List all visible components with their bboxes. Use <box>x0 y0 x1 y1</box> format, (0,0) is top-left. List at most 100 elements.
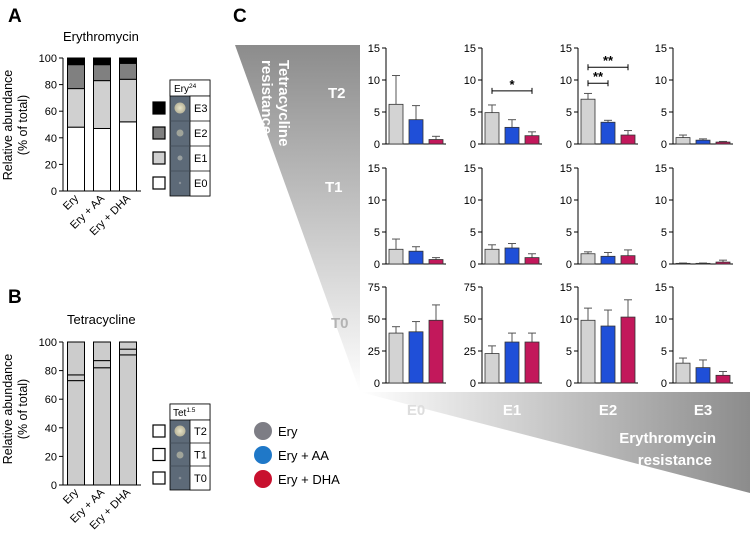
panel-b-letter: B <box>8 287 22 308</box>
tetracycline-label-line2: resistance <box>258 60 275 134</box>
bar-ery <box>675 137 691 145</box>
subplot-t2-e1: 0 5 10 15 * <box>464 43 542 151</box>
bar-ery-aa <box>504 126 520 145</box>
colony-icon <box>177 155 183 161</box>
stacked-bar-segment-e1 <box>119 78 137 123</box>
bar-ery-dha <box>715 261 731 265</box>
colony-icon <box>178 181 182 185</box>
y-tick-label: 5 <box>661 227 667 239</box>
panel-a-ylabel-line2: (% of total) <box>16 95 30 155</box>
bar-ery-aa <box>408 331 424 384</box>
y-tick-label: 40 <box>45 423 57 435</box>
stacked-bar-segment-e3 <box>119 57 137 64</box>
y-tick-label: 25 <box>368 346 380 358</box>
legend-label-e0: E0 <box>194 178 207 190</box>
y-tick-label: 0 <box>51 480 57 492</box>
subplot-t0-e3: 0 5 10 15 <box>655 282 733 390</box>
legend-b-items: T2 T1 T0 <box>152 424 207 485</box>
panel-b: B Tetracycline Relative abundance (% of … <box>1 287 211 532</box>
column-label-e1: E1 <box>503 402 521 419</box>
bar-ery-dha <box>715 141 731 145</box>
y-tick-label: 0 <box>51 186 57 198</box>
y-tick-label: 15 <box>560 282 572 294</box>
erythromycin-label-line1: Erythromycin <box>619 430 716 447</box>
bar-ery-aa <box>408 250 424 265</box>
y-tick-label: 15 <box>560 163 572 175</box>
y-tick-label: 0 <box>566 139 572 151</box>
y-tick-label: 0 <box>470 378 476 390</box>
legend-swatch-e1 <box>152 151 166 165</box>
bar-ery <box>484 248 500 265</box>
y-tick-label: 80 <box>45 80 57 92</box>
legend-a-items: E3 E2 E1 E0 <box>152 101 207 190</box>
row-label-t0: T0 <box>331 315 349 332</box>
significance-label: ** <box>593 69 604 84</box>
y-tick-label: 10 <box>464 75 476 87</box>
y-tick-label: 0 <box>374 139 380 151</box>
panel-c-grid: 0 5 10 15 0 5 10 15 * 0 5 10 15 **** 0 5 10 15 0 5 10 15 0 5 10 1… <box>368 43 733 390</box>
bar-ery-dha <box>620 134 636 145</box>
y-tick-label: 15 <box>464 163 476 175</box>
y-tick-label: 5 <box>374 107 380 119</box>
y-tick-label: 0 <box>470 259 476 271</box>
column-label-e2: E2 <box>599 402 617 419</box>
panel-c-legend: Ery Ery + AA Ery + DHA <box>254 422 340 488</box>
row-label-t1: T1 <box>325 179 343 196</box>
panel-b-legend: Tet1.5 T2 T1 T0 <box>152 403 211 491</box>
y-tick-label: 80 <box>45 366 57 378</box>
y-tick-label: 5 <box>661 346 667 358</box>
bar-ery <box>580 253 596 265</box>
legend-label: Ery + AA <box>278 448 329 463</box>
bar-ery-aa <box>600 255 616 265</box>
y-tick-label: 5 <box>566 227 572 239</box>
legend-label-t2: T2 <box>194 426 207 438</box>
stacked-bar-segment-e2 <box>93 64 111 82</box>
y-tick-label: 10 <box>655 314 667 326</box>
subplot-t0-e2: 0 5 10 15 <box>560 282 638 390</box>
y-tick-label: 20 <box>45 159 57 171</box>
subplot-t0-e0: 0 25 50 75 <box>368 282 446 390</box>
y-tick-label: 15 <box>368 163 380 175</box>
y-tick-label: 0 <box>374 259 380 271</box>
bar-ery-aa <box>600 121 616 145</box>
bar-ery-dha <box>428 259 444 265</box>
legend-a-header: Ery24 <box>174 83 197 95</box>
panel-a-letter: A <box>8 6 22 27</box>
legend-dot-ery-aa <box>254 446 272 464</box>
stacked-bar-segment-e0 <box>67 126 85 192</box>
panel-c-letter: C <box>233 6 247 27</box>
y-tick-label: 5 <box>470 227 476 239</box>
legend-swatch-e3 <box>152 101 166 115</box>
bar-ery-dha <box>620 255 636 265</box>
bar-ery-aa <box>408 119 424 145</box>
bar-ery <box>580 319 596 384</box>
column-labels: E0 E1 E2 E3 <box>407 402 712 419</box>
stacked-bar-segment-e2 <box>67 64 85 90</box>
row-label-t2: T2 <box>328 85 346 102</box>
y-tick-label: 20 <box>45 451 57 463</box>
legend-label-t0: T0 <box>194 473 207 485</box>
bar-ery <box>580 98 596 145</box>
tetracycline-gradient-wedge <box>235 45 360 392</box>
y-tick-label: 5 <box>566 107 572 119</box>
bar-ery <box>675 262 691 265</box>
y-tick-label: 10 <box>655 195 667 207</box>
bar-ery-aa <box>600 325 616 384</box>
bar-ery <box>484 112 500 145</box>
panel-a-legend: Ery24 E3 E2 E1 E0 <box>152 79 211 197</box>
y-tick-label: 0 <box>661 259 667 271</box>
subplot-t1-e3: 0 5 10 15 <box>655 163 733 271</box>
subplot-t1-e1: 0 5 10 15 <box>464 163 542 271</box>
legend-swatch-t0 <box>152 471 166 485</box>
subplot-t0-e1: 0 25 50 75 <box>464 282 542 390</box>
bar-ery-dha <box>428 319 444 384</box>
stacked-bar-segment-e3 <box>67 57 85 66</box>
y-tick-label: 5 <box>470 107 476 119</box>
row-labels: T2 T1 T0 <box>325 85 349 332</box>
significance-label: * <box>509 77 515 92</box>
stacked-bar-segment-t1 <box>119 348 137 356</box>
bar-ery-aa <box>504 247 520 265</box>
y-tick-label: 15 <box>655 163 667 175</box>
